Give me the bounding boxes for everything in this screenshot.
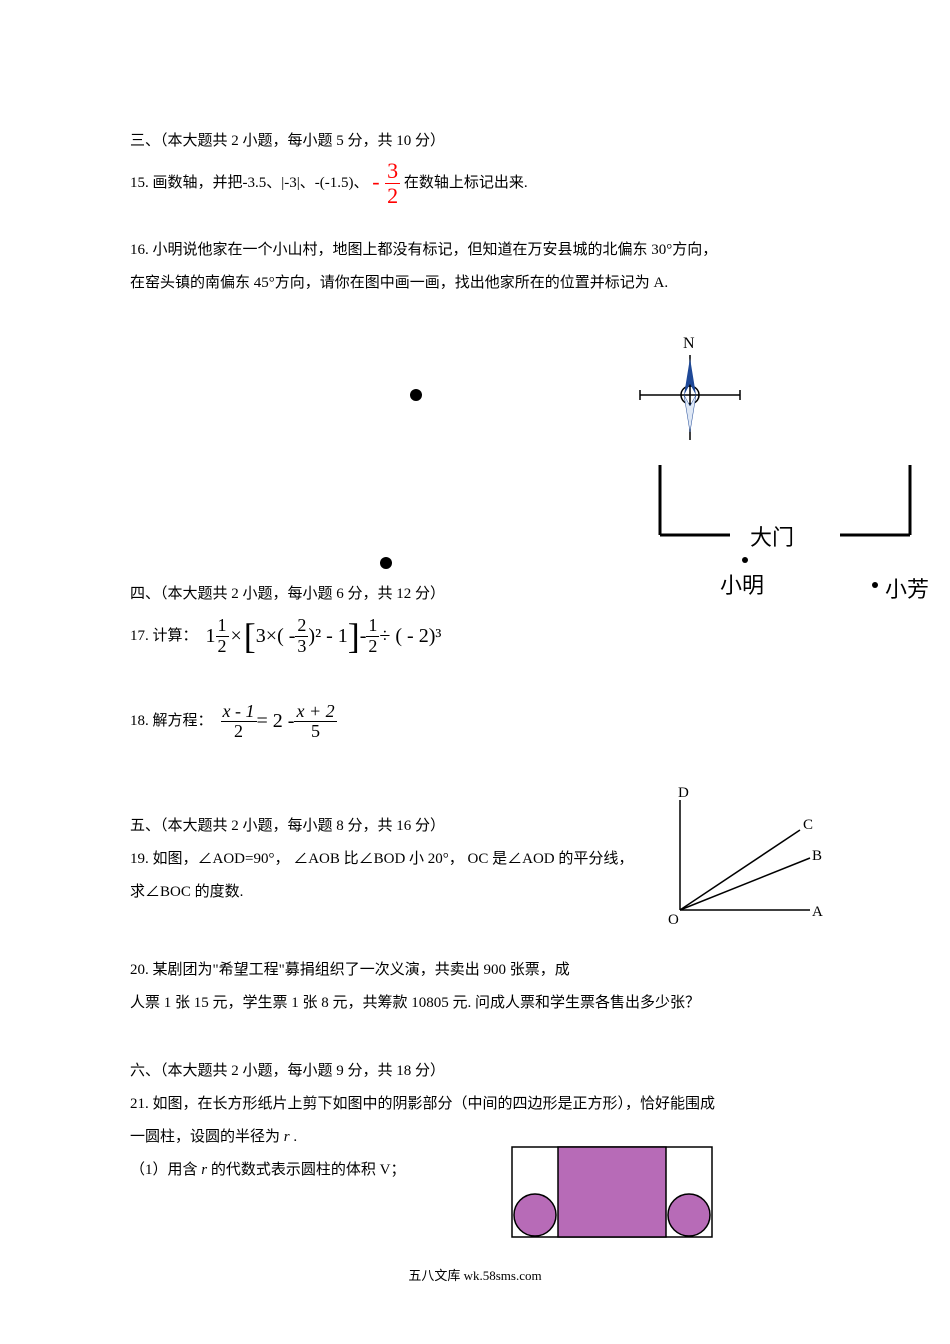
q21-l1b: 一圆柱，设圆的半径为 [130, 1129, 284, 1145]
q17-times: × [231, 625, 242, 648]
q17-inner1: 3×( - [256, 625, 296, 648]
q15-neg: - [372, 169, 379, 194]
q21-l2a: （1）用含 [130, 1162, 201, 1178]
map-dot-2 [380, 557, 392, 569]
q15-prefix: 15. 画数轴，并把-3.5、|-3|、-(-1.5)、 [130, 175, 368, 191]
q18-lnum: x - 1 [221, 702, 257, 723]
angle-A: A [812, 904, 823, 921]
angle-B: B [812, 848, 822, 865]
angle-C: C [803, 817, 813, 834]
q17-halfden: 2 [366, 637, 379, 657]
compass-n: N [683, 335, 695, 353]
angle-diagram: O A B C D [660, 790, 830, 930]
q18-mid: = 2 - [257, 710, 295, 733]
q15-den: 2 [385, 184, 400, 208]
q21-l1: 21. 如图，在长方形纸片上剪下如图中的阴影部分（中间的四边形是正方形），恰好能… [130, 1088, 850, 1121]
q17-mixnum: 1 [216, 616, 229, 637]
q18-expr: x - 1 2 = 2 - x + 2 5 [221, 702, 337, 743]
q17-innum: 2 [295, 616, 308, 637]
q17-mixden: 2 [216, 637, 229, 657]
bracket-r: ] [348, 620, 360, 652]
page-footer: 五八文库 wk.58sms.com [0, 1265, 950, 1284]
q17-minus: - [360, 625, 367, 648]
gate-label: 大门 [750, 520, 794, 552]
q21-l2-row: （1）用含 r 的代数式表示圆柱的体积 V； [130, 1154, 850, 1187]
q16-l1: 16. 小明说他家在一个小山村，地图上都没有标记，但知道在万安县城的北偏东 30… [130, 234, 850, 267]
q20-l2: 人票 1 张 15 元，学生票 1 张 8 元，共筹款 10805 元. 问成人… [130, 987, 850, 1020]
q17-whole: 1 [206, 625, 216, 648]
q18-rnum: x + 2 [294, 702, 336, 723]
q17-expr: 1 1 2 × [ 3×( - 2 3 )² - 1 ] - 1 2 ÷ ( -… [206, 616, 442, 657]
q20-l1: 20. 某剧团为"希望工程"募捐组织了一次义演，共卖出 900 张票，成 [130, 954, 850, 987]
bracket-l: [ [244, 620, 256, 652]
q17-label: 17. 计算： [130, 620, 198, 653]
q15-num: 3 [385, 159, 400, 184]
cylinder-diagram [510, 1145, 715, 1245]
q18-lden: 2 [221, 722, 257, 742]
q18-rden: 5 [294, 722, 336, 742]
q15-suffix: 在数轴上标记出来. [404, 175, 528, 191]
xiaofang-label: 小芳 [885, 572, 929, 604]
section3-header: 三、（本大题共 2 小题，每小题 5 分，共 10 分） [130, 125, 850, 158]
section4-header: 四、（本大题共 2 小题，每小题 6 分，共 12 分） [130, 578, 850, 611]
q21-l2b: 的代数式表示圆柱的体积 V； [207, 1162, 405, 1178]
map-dot-1 [410, 389, 422, 401]
angle-O: O [668, 912, 679, 929]
q21-l1b-row: 一圆柱，设圆的半径为 r . [130, 1121, 850, 1154]
q17-div: ÷ ( - 2)³ [379, 625, 441, 648]
q17-inner2: )² - 1 [308, 625, 347, 648]
q21-l1c: . [290, 1129, 298, 1145]
q15: 15. 画数轴，并把-3.5、|-3|、-(-1.5)、 - 3 2 在数轴上标… [130, 158, 850, 209]
q17-halfnum: 1 [366, 616, 379, 637]
q17-inden: 3 [295, 637, 308, 657]
angle-D: D [678, 785, 689, 802]
q18-label: 18. 解方程： [130, 705, 213, 738]
q15-fraction: - 3 2 [372, 158, 400, 209]
q16-l2: 在窑头镇的南偏东 45°方向，请你在图中画一画，找出他家所在的位置并标记为 A. [130, 267, 850, 300]
section6-header: 六、（本大题共 2 小题，每小题 9 分，共 18 分） [130, 1055, 850, 1088]
